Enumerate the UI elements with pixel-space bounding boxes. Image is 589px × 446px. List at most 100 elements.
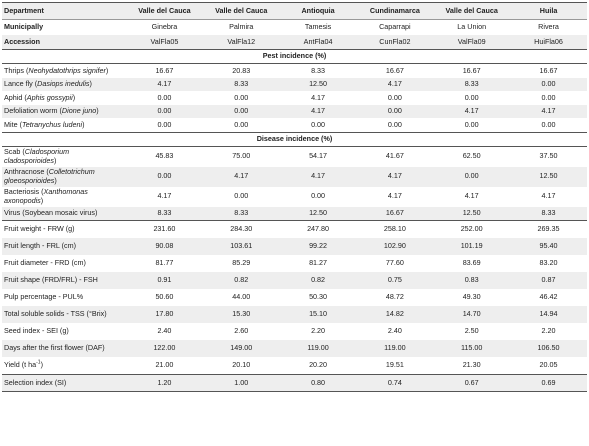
disease-row: Virus (Soybean mosaic virus) 8.33 8.33 1… <box>2 206 587 221</box>
pest-name: Thrips <box>4 65 24 75</box>
value-cell: 4.17 <box>433 104 511 118</box>
value-cell: 0.83 <box>433 272 511 289</box>
value-cell: 16.67 <box>356 206 434 221</box>
value-cell: 50.60 <box>155 292 174 302</box>
pest-scientific-name: Dasiops inedulis <box>37 79 90 89</box>
value-cell: 4.17 <box>279 104 357 118</box>
pest-scientific-name: Aphis gossypii <box>26 92 73 102</box>
value-cell: 45.83 <box>155 151 174 161</box>
disease-row: Bacteriosis (Xanthomonas axonopodis) 4.17… <box>2 187 587 207</box>
accession-label: Accession <box>2 35 127 50</box>
pest-row: Mite (Tetranychus ludeni) 0.00 0.00 0.00… <box>2 118 587 133</box>
value-cell: 0.80 <box>279 374 357 392</box>
value-cell: 8.33 <box>126 206 203 221</box>
accession-cell: HuiFla06 <box>510 35 587 50</box>
value-cell: 2.60 <box>234 326 249 336</box>
value-cell: 95.40 <box>510 238 587 255</box>
value-cell: 0.91 <box>126 272 203 289</box>
department-cell: Huila <box>510 2 587 20</box>
department-cell: Valle del Cauca <box>433 2 511 20</box>
value-cell: 12.50 <box>279 77 357 91</box>
value-cell: 41.67 <box>385 151 404 161</box>
value-cell: 106.50 <box>510 340 587 357</box>
trait-row: Yield (t ha-1) 21.00 20.10 20.20 19.51 2… <box>2 357 587 375</box>
trait-row: Pulp percentage - PUL% 50.60 44.00 50.30… <box>2 289 587 306</box>
value-cell: 4.17 <box>387 191 402 201</box>
value-cell: 62.50 <box>462 151 481 161</box>
value-cell: 0.87 <box>510 272 587 289</box>
municipality-label: Municipally <box>4 22 44 32</box>
value-cell: 0.00 <box>356 118 434 133</box>
pest-name: Defoliation worm <box>4 106 58 116</box>
value-cell: 4.17 <box>510 104 587 118</box>
value-cell: 81.27 <box>309 258 328 268</box>
value-cell: 0.00 <box>202 104 280 118</box>
selection-index-label: Selection index (SI) <box>2 374 127 392</box>
disease-scientific-name: axonopodis <box>4 195 41 205</box>
disease-name: Anthracnose <box>4 167 45 177</box>
disease-section-title: Disease incidence (%) <box>2 132 587 147</box>
department-cell: Cundinamarca <box>356 2 434 20</box>
yield-label-end: ) <box>40 360 43 370</box>
disease-row: Anthracnose (Colletotrichum gloeosporioid… <box>2 166 587 187</box>
pest-label: Lance fly (Dasiops inedulis) <box>2 77 127 91</box>
value-cell: 83.69 <box>462 258 481 268</box>
value-cell: 0.00 <box>433 118 511 133</box>
value-cell: 269.35 <box>510 220 587 238</box>
trait-label: Pulp percentage - PUL% <box>4 292 84 302</box>
value-cell: 12.50 <box>433 206 511 221</box>
value-cell: 122.00 <box>126 340 203 357</box>
value-cell: 149.00 <box>202 340 280 357</box>
department-cell: Valle del Cauca <box>202 2 280 20</box>
value-cell: 0.00 <box>126 104 203 118</box>
accession-cell: ValFla05 <box>126 35 203 50</box>
trait-row: Fruit length - FRL (cm) 90.08 103.61 99.… <box>2 238 587 255</box>
value-cell: 8.33 <box>510 206 587 221</box>
pest-row: Aphid (Aphis gossypii) 0.00 0.00 4.17 0.… <box>2 91 587 105</box>
value-cell: 0.00 <box>433 166 511 187</box>
trait-label: Fruit weight - FRW (g) <box>2 220 127 238</box>
pest-row: Defoliation worm (Dione juno) 0.00 0.00 … <box>2 104 587 118</box>
passion-fruit-accessions-table: Department Valle del Cauca Valle del Cau… <box>2 2 587 392</box>
accession-cell: AntFla04 <box>279 35 357 50</box>
value-cell: 0.69 <box>510 374 587 392</box>
value-cell: 20.20 <box>309 360 328 370</box>
pest-label: Thrips (Neohydatothrips signifer) <box>4 65 109 75</box>
trait-label: Total soluble solids - TSS (°Brix) <box>2 306 127 323</box>
value-cell: 0.00 <box>464 92 479 102</box>
disease-row: Scab (Cladosporium cladosporioides) 45.83… <box>2 146 587 167</box>
pest-label: Aphid (Aphis gossypii) <box>4 92 76 102</box>
value-cell: 2.40 <box>387 326 402 336</box>
yield-label: Yield (t ha <box>4 360 37 370</box>
value-cell: 2.50 <box>464 326 479 336</box>
value-cell: 4.17 <box>279 166 357 187</box>
value-cell: 119.00 <box>279 340 357 357</box>
disease-scientific-name: gloeosporioides <box>4 175 55 185</box>
pest-scientific-name: Neohydatothrips signifer <box>28 65 106 75</box>
value-cell: 0.00 <box>157 92 172 102</box>
trait-label: Seed index - SEI (g) <box>4 326 69 336</box>
value-cell: 4.17 <box>464 191 479 201</box>
disease-name: Scab <box>4 147 21 157</box>
value-cell: 12.50 <box>510 166 587 187</box>
value-cell: 0.00 <box>541 92 556 102</box>
value-cell: 81.77 <box>155 258 174 268</box>
municipality-cell: Ginebra <box>151 22 178 32</box>
value-cell: 15.10 <box>279 306 357 323</box>
pest-row: Lance fly (Dasiops inedulis) 4.17 8.33 1… <box>2 77 587 91</box>
disease-label: Virus (Soybean mosaic virus) <box>2 206 127 221</box>
value-cell: 1.20 <box>126 374 203 392</box>
accession-cell: ValFla09 <box>433 35 511 50</box>
value-cell: 284.30 <box>202 220 280 238</box>
value-cell: 90.08 <box>126 238 203 255</box>
trait-label: Yield (t ha-1) <box>2 357 126 375</box>
value-cell: 16.67 <box>155 65 174 75</box>
pest-section-row: Pest incidence (%) <box>2 49 587 64</box>
value-cell: 231.60 <box>126 220 203 238</box>
disease-scientific-name: Cladosporium <box>24 147 70 157</box>
disease-label: Anthracnose (Colletotrichum gloeosporioid… <box>2 166 127 187</box>
trait-row: Fruit weight - FRW (g) 231.60 284.30 247… <box>2 220 587 238</box>
selection-index-row: Selection index (SI) 1.20 1.00 0.80 0.74… <box>2 374 587 392</box>
department-cell: Valle del Cauca <box>126 2 203 20</box>
value-cell: 0.00 <box>234 92 249 102</box>
